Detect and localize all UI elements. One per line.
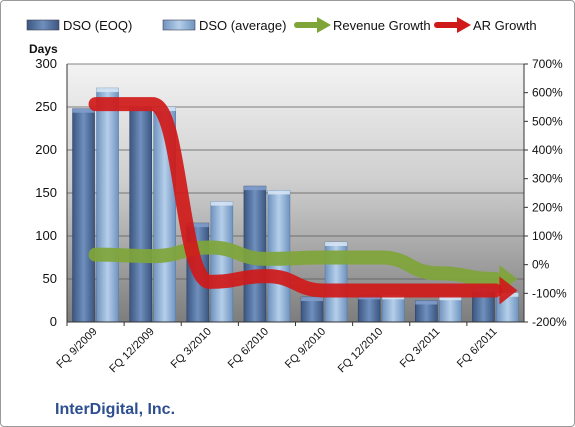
y-tick-label: 200 [35,142,57,157]
y2-tick-label: -100% [532,286,567,300]
x-tick-label: FQ 6/2010 [226,326,271,371]
bar-dso-eoq-cap [72,108,95,113]
y-tick-label: 250 [35,99,57,114]
bar-dso-average-cap [267,190,290,195]
y-tick-label: 150 [35,185,57,200]
legend-dso-average-label: DSO (average) [199,18,286,33]
company-name: InterDigital, Inc. [55,401,176,418]
y-tick-label: 0 [50,314,57,329]
bar-dso-eoq [72,108,95,323]
y-tick-label: 50 [43,271,57,286]
line-ar-growth [88,97,503,298]
bar-dso-average [210,201,234,323]
y2-tick-label: 700% [532,57,563,71]
bar-dso-average-cap [96,88,119,93]
line-series [88,97,518,305]
line-revenue-growth [88,240,503,286]
bar-dso-eoq [129,106,152,323]
x-tick-label: FQ 3/2010 [169,326,214,371]
bar-dso-eoq-cap [415,300,438,305]
x-tick-label: FQ 9/2010 [283,326,328,371]
bar-dso-average-cap [325,242,348,247]
x-tick-label: FQ 3/2011 [398,326,443,371]
x-tick-label: FQ 9/2009 [54,326,99,371]
legend-dso-eoq-label: DSO (EOQ) [63,18,132,33]
line-ar-growth-arrowhead [499,276,518,305]
legend-revenue-growth-swatch-head [317,17,331,33]
bar-dso-average [96,87,119,323]
bar-dso-average-cap [210,201,233,206]
y2-tick-label: 600% [532,86,563,100]
y-axis-label: Days [29,42,58,56]
y2-tick-label: 500% [532,114,563,128]
legend: DSO (EOQ) DSO (average) Revenue Growth AR G… [26,17,537,33]
x-tick-label: FQ 6/2011 [455,326,500,371]
y2-tick-label: 400% [532,143,563,157]
bar-dso-eoq-cap [243,186,266,191]
legend-revenue-growth-label: Revenue Growth [333,18,431,33]
bar-dso-eoq-cap [186,223,209,228]
legend-dso-eoq-swatch [26,19,60,31]
x-tick-label: FQ 12/2009 [107,326,157,376]
legend-dso-average-swatch [162,19,196,31]
y2-tick-label: 0% [532,258,550,272]
bar-dso-eoq-cap [301,297,324,302]
y2-tick-label: -200% [532,315,567,329]
y-tick-label: 100 [35,228,57,243]
y-tick-label: 300 [35,56,57,71]
y2-tick-label: 300% [532,172,563,186]
x-tick-label: FQ 12/2010 [336,326,386,376]
legend-ar-growth-label: AR Growth [473,18,537,33]
legend-ar-growth-swatch-head [457,17,471,33]
bar-dso-average-cap [439,296,462,301]
y2-tick-label: 100% [532,229,563,243]
y2-tick-label: 200% [532,200,563,214]
